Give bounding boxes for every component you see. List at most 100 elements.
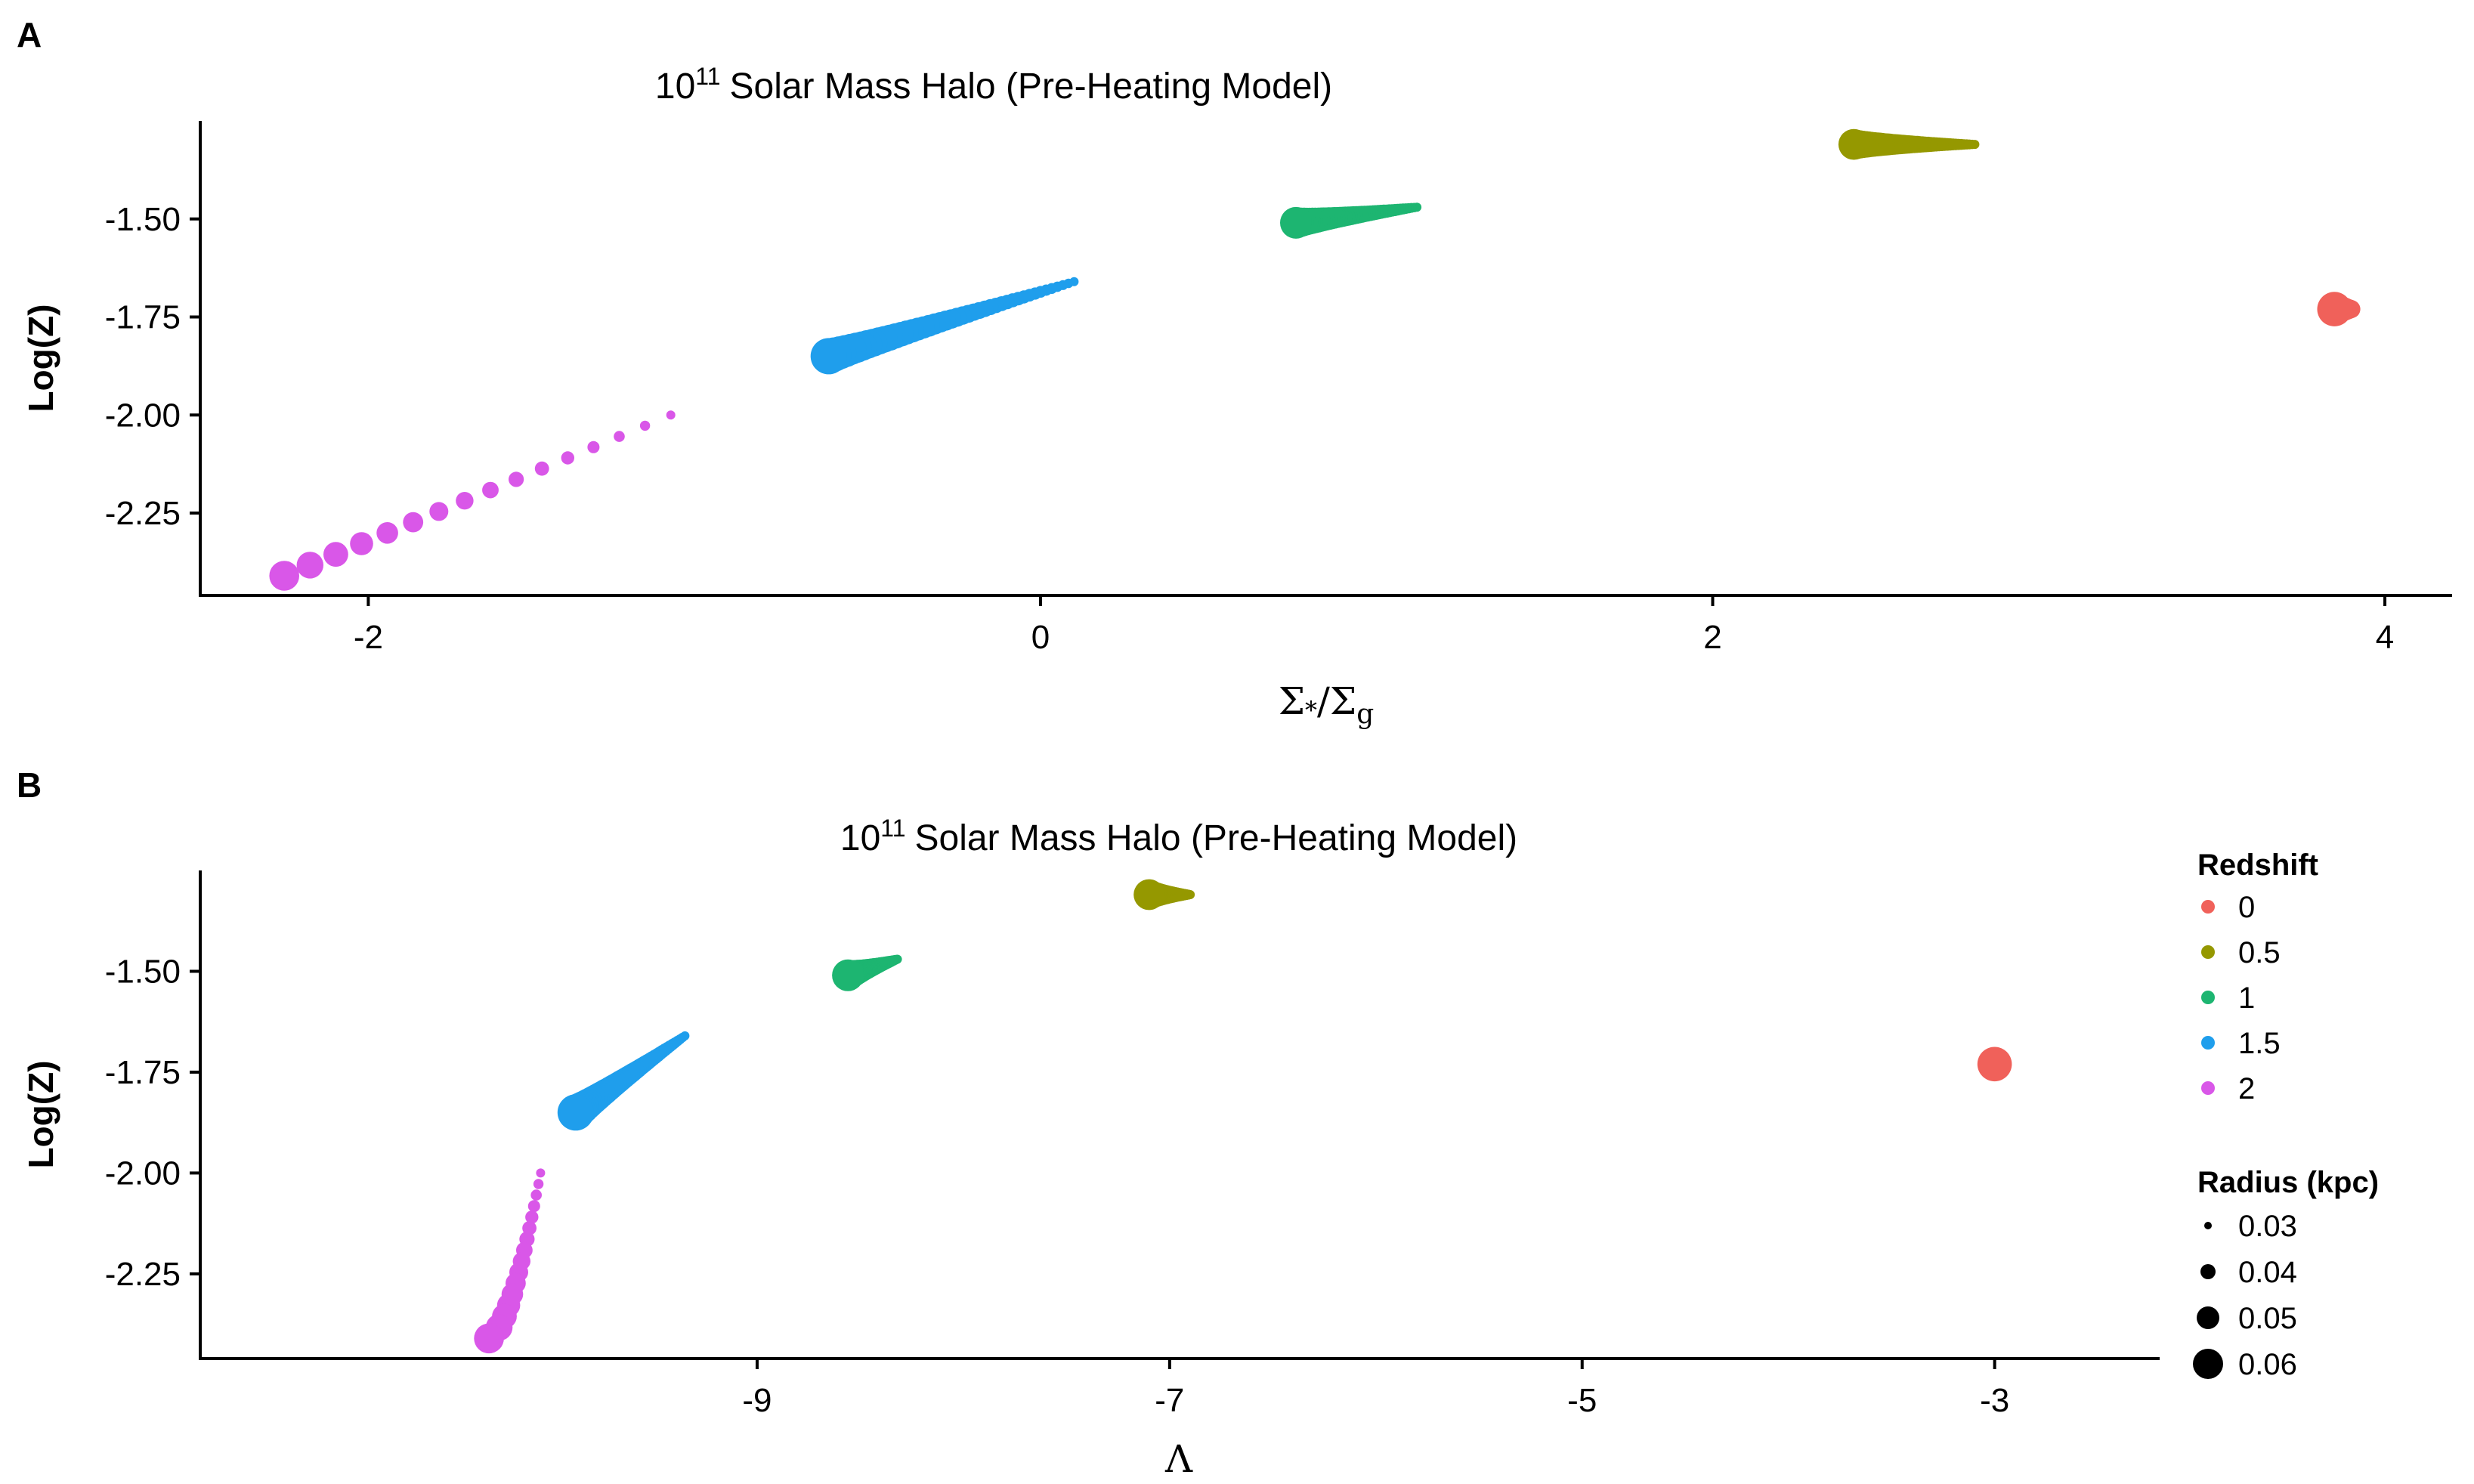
data-point <box>1838 128 1869 160</box>
data-point <box>536 1168 546 1178</box>
data-point <box>530 1189 542 1201</box>
data-point <box>666 410 676 420</box>
data-point <box>587 441 600 453</box>
legend-size-swatch <box>2197 1306 2219 1329</box>
panel-a-plot-area <box>269 128 2361 591</box>
panel-b-title: 1011 Solar Mass Halo (Pre-Heating Model) <box>840 815 1517 858</box>
series-z15 <box>557 1031 690 1131</box>
legend-color-label: 0.5 <box>2238 936 2281 969</box>
panel-a-x-tick-label: 2 <box>1703 619 1721 656</box>
panel-a: A 1011 Solar Mass Halo (Pre-Heating Model… <box>17 15 2452 730</box>
legend-size-swatch <box>2193 1349 2223 1379</box>
legend-color-entries: 0 0.5 1 1.5 2 <box>2201 891 2281 1105</box>
panel-a-y-tick-label: -1.50 <box>105 201 181 238</box>
data-point <box>525 1210 539 1224</box>
data-point <box>456 492 474 510</box>
series-z1 <box>1280 203 1422 239</box>
legend-color-title: Redshift <box>2197 849 2318 882</box>
legend-size-entries: 0.03 0.04 0.05 0.06 <box>2193 1210 2297 1381</box>
panel-b-x-tick-label: -3 <box>1980 1382 2009 1419</box>
panel-b: B 1011 Solar Mass Halo (Pre-Heating Model… <box>17 765 2160 1481</box>
legend-color-label: 0 <box>2238 891 2255 924</box>
data-point <box>376 522 398 544</box>
data-point <box>350 532 373 555</box>
data-point <box>832 959 864 991</box>
data-point <box>810 338 847 375</box>
series-z2 <box>474 1168 546 1354</box>
panel-a-y-tick-label: -2.25 <box>105 495 181 532</box>
panel-a-letter: A <box>17 15 42 54</box>
panel-a-x-title-g: g <box>1356 699 1374 730</box>
legend: Redshift 0 0.5 1 1.5 2 Radius (kpc) 0.03 0.04… <box>2193 849 2379 1381</box>
data-point <box>614 431 625 442</box>
legend-size-label: 0.06 <box>2238 1348 2297 1381</box>
legend-color-swatch <box>2201 1036 2215 1050</box>
panel-b-y-tick-label: -2.25 <box>105 1256 181 1293</box>
legend-size-swatch <box>2204 1222 2212 1229</box>
legend-size-title: Radius (kpc) <box>2197 1166 2379 1199</box>
data-point <box>482 481 499 499</box>
panel-b-y-tick-label: -1.75 <box>105 1054 181 1091</box>
panel-a-x-title-sigma1: Σ <box>1279 679 1305 723</box>
panel-a-title: 1011 Solar Mass Halo (Pre-Heating Model) <box>655 63 1332 107</box>
data-point <box>561 451 574 465</box>
series-z05 <box>1133 879 1195 910</box>
panel-b-x-axis-title: Λ <box>1164 1437 1193 1481</box>
data-point <box>429 502 449 521</box>
panel-a-title-rest: Solar Mass Halo (Pre-Heating Model) <box>729 66 1332 107</box>
data-point <box>323 542 348 567</box>
panel-b-y-axis-title: Log(Z) <box>21 1060 60 1168</box>
panel-b-x-tick-label: -5 <box>1567 1382 1597 1419</box>
data-point <box>1280 206 1312 239</box>
data-point <box>1977 1047 2012 1082</box>
data-point <box>509 471 524 487</box>
panel-a-ticks: -2 0 2 4 -1.50 -1.75 -2.00 -2.25 <box>105 201 2395 656</box>
panel-b-y-tick-label: -1.50 <box>105 953 181 990</box>
legend-size-label: 0.05 <box>2238 1302 2297 1335</box>
data-point <box>557 1094 594 1131</box>
panel-b-plot-area <box>474 879 2012 1354</box>
panel-a-y-tick-label: -1.75 <box>105 299 181 336</box>
legend-color-label: 1.5 <box>2238 1027 2281 1060</box>
panel-b-title-sup: 11 <box>880 815 905 842</box>
panel-b-title-rest: Solar Mass Halo (Pre-Heating Model) <box>914 818 1517 858</box>
series-z2 <box>269 410 676 591</box>
data-point <box>639 420 651 431</box>
series-z0 <box>1977 1047 2012 1082</box>
data-point <box>533 1179 544 1189</box>
panel-a-x-title-slash-sigma: /Σ <box>1317 679 1356 723</box>
legend-color-swatch <box>2201 945 2215 959</box>
panel-b-ticks: -9 -7 -5 -3 -1.50 -1.75 -2.00 -2.25 <box>105 953 2010 1419</box>
data-point <box>474 1323 504 1354</box>
panel-a-y-axis-title: Log(Z) <box>21 304 60 412</box>
panel-b-title-base: 10 <box>840 818 880 858</box>
data-point <box>1133 879 1164 910</box>
legend-size-swatch <box>2200 1264 2216 1279</box>
data-point <box>403 512 424 533</box>
panel-a-title-base: 10 <box>655 66 695 107</box>
panel-b-x-tick-label: -7 <box>1155 1382 1184 1419</box>
legend-color-swatch <box>2201 1081 2215 1095</box>
series-z05 <box>1838 128 1980 160</box>
panel-a-x-tick-label: 4 <box>2376 619 2394 656</box>
series-z0 <box>2317 292 2361 326</box>
panel-a-title-sup: 11 <box>695 63 720 90</box>
panel-a-x-title-star: * <box>1305 696 1317 725</box>
panel-a-x-tick-label: 0 <box>1031 619 1050 656</box>
data-point <box>269 561 300 591</box>
data-point <box>296 552 323 579</box>
data-point <box>534 461 549 476</box>
panel-a-x-axis-title: Σ*/Σg <box>1279 679 1375 730</box>
panel-b-x-tick-label: -9 <box>742 1382 772 1419</box>
legend-color-label: 1 <box>2238 982 2255 1015</box>
legend-color-swatch <box>2201 900 2215 914</box>
panel-b-y-tick-label: -2.00 <box>105 1155 181 1192</box>
series-z15 <box>810 277 1079 375</box>
panel-a-x-tick-label: -2 <box>354 619 383 656</box>
legend-size-label: 0.03 <box>2238 1210 2297 1243</box>
data-point <box>527 1200 540 1213</box>
legend-color-swatch <box>2201 991 2215 1004</box>
series-z1 <box>832 954 902 991</box>
panel-a-y-tick-label: -2.00 <box>105 397 181 434</box>
